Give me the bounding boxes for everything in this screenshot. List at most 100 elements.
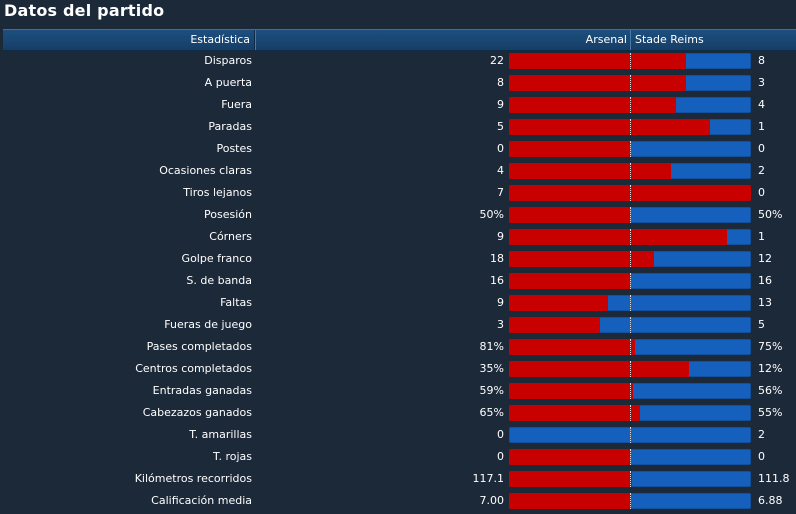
stat-row: Calificación media 7.00 6.88 [0, 490, 796, 512]
header-home-column[interactable]: Arsenal [255, 30, 629, 50]
home-share-fill [509, 383, 633, 399]
comparison-bar [509, 405, 751, 421]
home-share-fill [509, 339, 635, 355]
comparison-bar [509, 449, 751, 465]
home-value: 8 [497, 76, 504, 89]
home-value: 16 [490, 274, 504, 287]
comparison-bar [509, 471, 751, 487]
bar-midline [630, 471, 631, 487]
away-value: 111.8 [758, 472, 790, 485]
stat-label: T. amarillas [189, 428, 252, 441]
home-value: 3 [497, 318, 504, 331]
home-share-fill [509, 361, 689, 377]
stat-label: Calificación media [151, 494, 252, 507]
home-share-fill [509, 471, 632, 487]
stat-row: Córners 9 1 [0, 226, 796, 248]
stat-row: Tiros lejanos 7 0 [0, 182, 796, 204]
stat-row: T. rojas 0 0 [0, 446, 796, 468]
home-share-fill [509, 251, 654, 267]
home-share-fill [509, 493, 631, 509]
away-value: 8 [758, 54, 765, 67]
comparison-bar [509, 361, 751, 377]
away-value: 56% [758, 384, 783, 397]
home-value: 65% [479, 406, 504, 419]
comparison-bar [509, 119, 751, 135]
stat-row: Fueras de juego 3 5 [0, 314, 796, 336]
home-share-fill [509, 119, 710, 135]
bar-midline [630, 229, 631, 245]
stat-row: Paradas 5 1 [0, 116, 796, 138]
away-value: 6.88 [758, 494, 783, 507]
stat-row: Kilómetros recorridos 117.1 111.8 [0, 468, 796, 490]
comparison-bar [509, 295, 751, 311]
bar-midline [630, 251, 631, 267]
bar-midline [630, 405, 631, 421]
home-value: 18 [490, 252, 504, 265]
stat-label: S. de banda [186, 274, 252, 287]
home-share-fill [509, 405, 640, 421]
comparison-bar [509, 317, 751, 333]
home-value: 50% [479, 208, 504, 221]
stat-label: Centros completados [135, 362, 252, 375]
home-value: 0 [497, 142, 504, 155]
bar-midline [630, 317, 631, 333]
home-value: 22 [490, 54, 504, 67]
stat-label: Faltas [220, 296, 252, 309]
comparison-bar [509, 53, 751, 69]
away-value: 0 [758, 186, 765, 199]
stat-label: Entradas ganadas [152, 384, 252, 397]
home-value: 9 [497, 98, 504, 111]
home-value: 59% [479, 384, 504, 397]
comparison-bar [509, 97, 751, 113]
bar-midline [630, 75, 631, 91]
comparison-bar [509, 383, 751, 399]
stat-label: Golpe franco [181, 252, 252, 265]
comparison-bar [509, 493, 751, 509]
stat-label: Paradas [208, 120, 252, 133]
away-value: 0 [758, 142, 765, 155]
home-value: 9 [497, 296, 504, 309]
stat-label: Disparos [204, 54, 252, 67]
header-stat-column[interactable]: Estadística [3, 30, 255, 50]
bar-midline [630, 141, 631, 157]
comparison-bar [509, 185, 751, 201]
stat-label: T. rojas [213, 450, 252, 463]
page-title: Datos del partido [4, 1, 165, 20]
away-value: 2 [758, 164, 765, 177]
bar-midline [630, 119, 631, 135]
stat-row: T. amarillas 0 2 [0, 424, 796, 446]
stat-row: Golpe franco 18 12 [0, 248, 796, 270]
home-share-fill [509, 295, 608, 311]
stat-row: Posesión 50% 50% [0, 204, 796, 226]
home-value: 4 [497, 164, 504, 177]
bar-midline [630, 361, 631, 377]
bar-midline [630, 163, 631, 179]
stat-row: Faltas 9 13 [0, 292, 796, 314]
stat-label: Fuera [221, 98, 252, 111]
comparison-bar [509, 141, 751, 157]
home-share-fill [509, 317, 600, 333]
away-value: 3 [758, 76, 765, 89]
stat-label: Postes [216, 142, 252, 155]
away-value: 0 [758, 450, 765, 463]
stat-row: S. de banda 16 16 [0, 270, 796, 292]
stat-row: Fuera 9 4 [0, 94, 796, 116]
away-value: 16 [758, 274, 772, 287]
stat-label: Ocasiones claras [159, 164, 252, 177]
home-value: 5 [497, 120, 504, 133]
stat-row: Entradas ganadas 59% 56% [0, 380, 796, 402]
stat-row: A puerta 8 3 [0, 72, 796, 94]
away-value: 12% [758, 362, 783, 375]
bar-midline [630, 53, 631, 69]
home-share-fill [509, 229, 727, 245]
home-value: 35% [479, 362, 504, 375]
stat-row: Pases completados 81% 75% [0, 336, 796, 358]
header-away-team: Stade Reims [635, 33, 704, 46]
header-away-column[interactable]: Stade Reims [630, 30, 796, 50]
away-value: 5 [758, 318, 765, 331]
away-value: 75% [758, 340, 783, 353]
comparison-bar [509, 207, 751, 223]
bar-midline [630, 383, 631, 399]
home-value: 81% [479, 340, 504, 353]
stat-row: Postes 0 0 [0, 138, 796, 160]
